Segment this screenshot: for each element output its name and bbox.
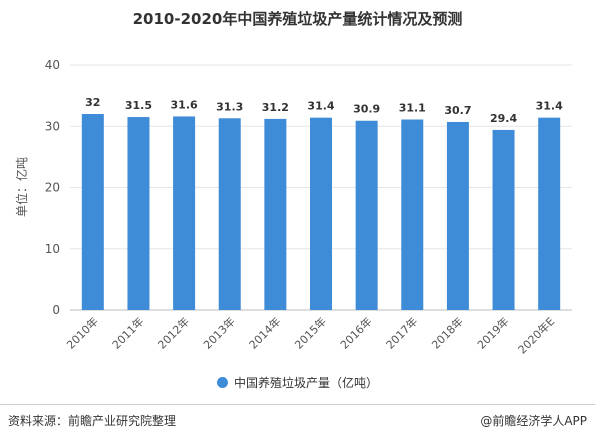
y-tick-label: 20 <box>45 181 60 195</box>
bar-2016年 <box>355 120 378 310</box>
bar-2014年 <box>264 118 287 311</box>
legend-label: 中国养殖垃圾产量（亿吨） <box>233 376 378 390</box>
x-tick-label: 2012年 <box>155 314 192 351</box>
x-tick-label: 2018年 <box>429 314 466 351</box>
data-label: 32 <box>85 96 100 109</box>
y-tick-label: 40 <box>45 58 60 72</box>
chart-title: 2010-2020年中国养殖垃圾产量统计情况及预测 <box>132 10 463 28</box>
bar-2011年 <box>127 117 150 310</box>
bar-2019年 <box>492 129 515 310</box>
y-tick-label: 10 <box>45 242 60 256</box>
footer-divider <box>0 404 595 405</box>
data-label: 30.9 <box>353 103 380 116</box>
legend-swatch <box>216 377 228 388</box>
data-label: 31.2 <box>262 101 289 114</box>
bar-2015年 <box>310 117 332 310</box>
x-tick-label: 2020年E <box>515 314 557 356</box>
data-label: 31.4 <box>536 100 563 113</box>
y-axis-ticks: 0 10 20 30 40 <box>45 58 60 317</box>
x-tick-label: 2013年 <box>200 314 237 351</box>
brand-note: @前瞻经济学人APP <box>480 414 587 428</box>
data-label: 31.3 <box>216 100 243 113</box>
data-label: 31.6 <box>171 98 198 111</box>
x-tick-label: 2011年 <box>109 314 146 351</box>
data-label: 31.4 <box>307 100 334 113</box>
source-note: 资料来源：前瞻产业研究院整理 <box>8 414 177 428</box>
x-tick-label: 2010年 <box>63 314 100 351</box>
bars <box>81 114 561 311</box>
x-tick-label: 2019年 <box>474 314 511 351</box>
y-tick-label: 30 <box>45 119 60 133</box>
y-axis-label: 单位：亿吨 <box>14 157 29 217</box>
bar-2017年 <box>401 119 424 310</box>
data-label: 31.1 <box>399 102 426 115</box>
bar-2018年 <box>446 121 469 311</box>
bar-2020年E <box>538 117 561 310</box>
data-label: 30.7 <box>444 104 471 117</box>
data-label: 31.5 <box>125 99 152 112</box>
data-label: 29.4 <box>490 112 517 125</box>
data-labels: 32 31.5 31.6 31.3 31.2 31.4 30.9 31.1 30.7 29.4 31… <box>85 96 563 125</box>
bar-2010年 <box>81 114 104 310</box>
bar-2013年 <box>218 118 241 310</box>
x-tick-label: 2014年 <box>246 314 283 351</box>
x-tick-label: 2017年 <box>383 314 420 351</box>
x-tick-label: 2015年 <box>292 314 329 351</box>
bar-2012年 <box>173 116 196 310</box>
x-axis-ticks: 2010年 2011年 2012年 2013年 2014年 2015年 2016年 2017年… <box>63 314 557 356</box>
y-tick-label: 0 <box>52 303 60 317</box>
legend: 中国养殖垃圾产量（亿吨） <box>0 374 595 391</box>
x-tick-label: 2016年 <box>337 314 374 351</box>
